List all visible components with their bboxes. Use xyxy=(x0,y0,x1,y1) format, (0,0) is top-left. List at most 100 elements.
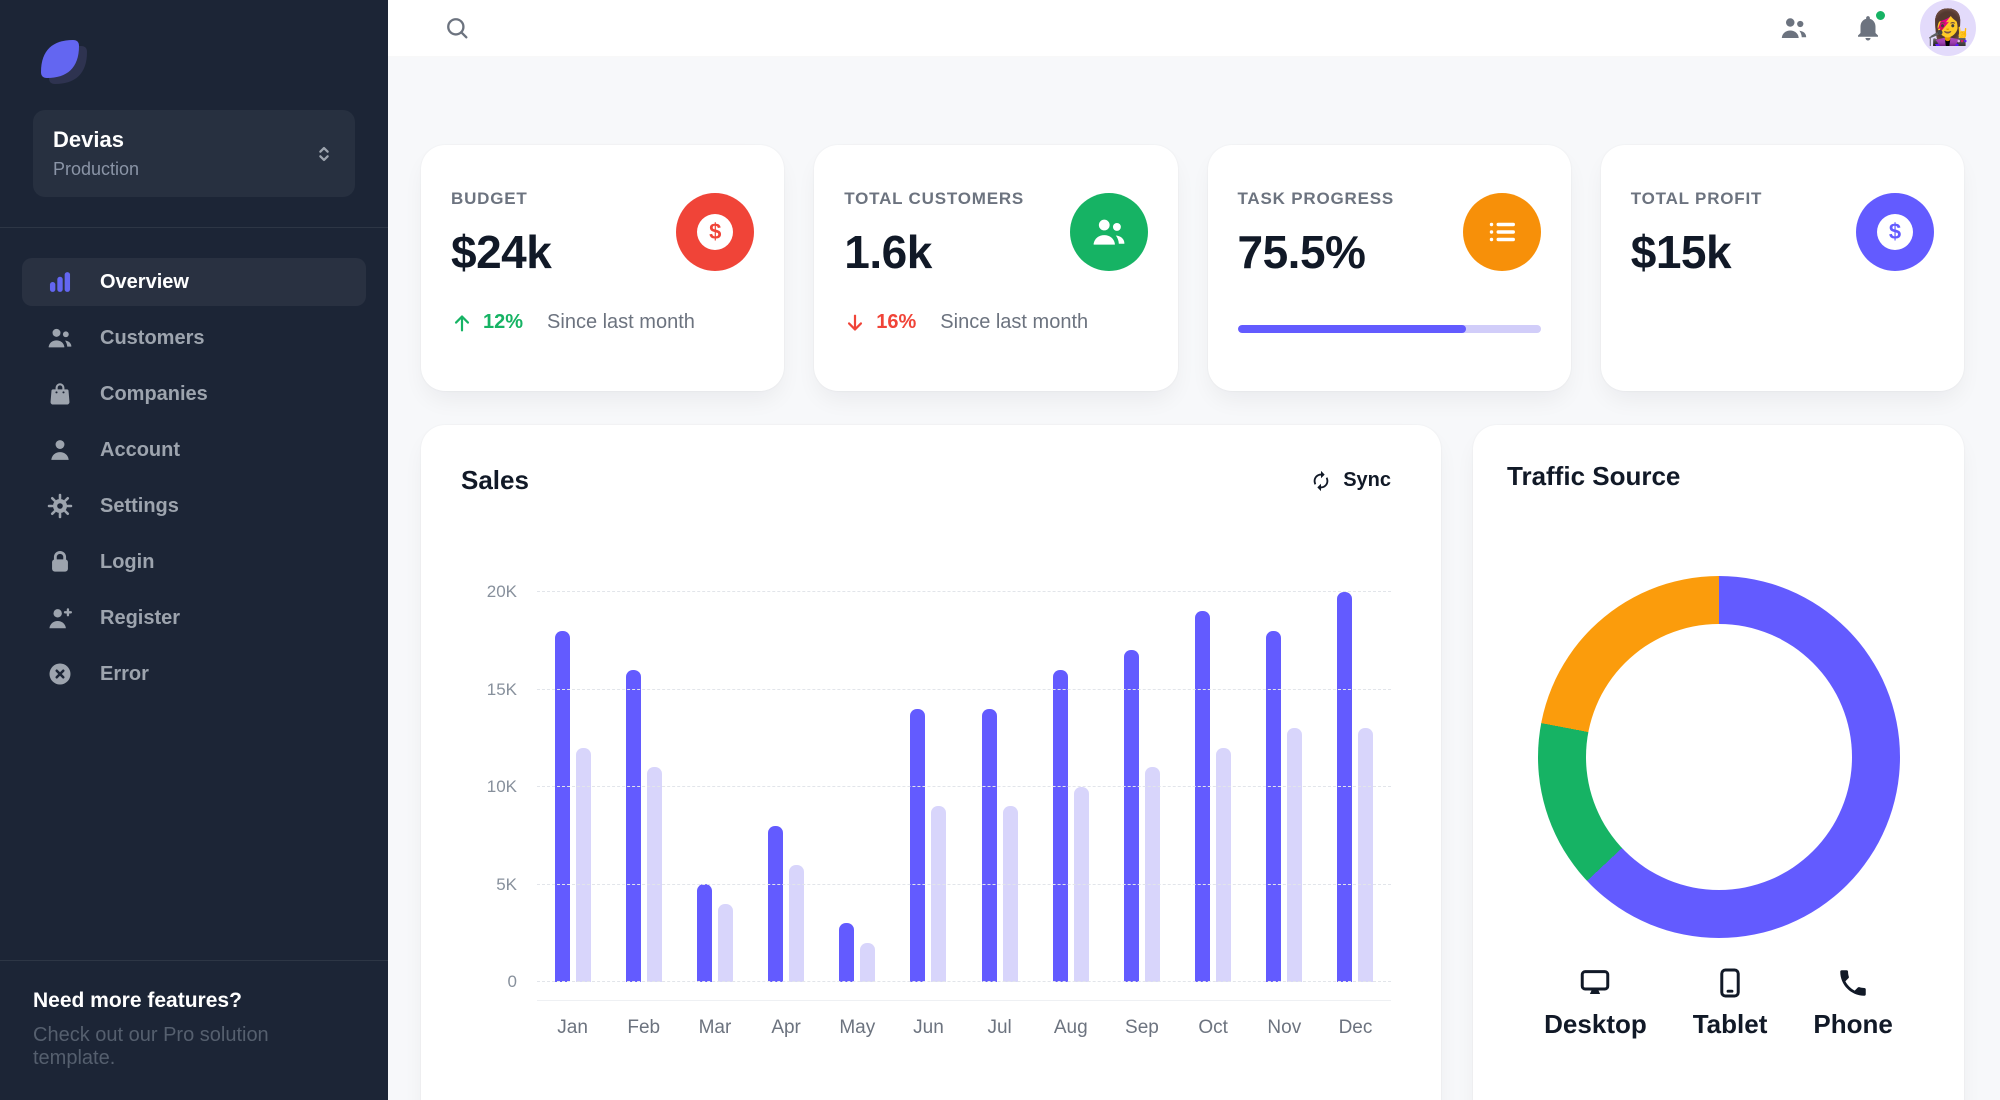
legend-item-tablet: Tablet xyxy=(1693,966,1767,1040)
devias-logo xyxy=(33,34,95,96)
sync-button[interactable]: Sync xyxy=(1300,461,1401,500)
month-label: Jul xyxy=(987,1017,1012,1038)
gridline xyxy=(537,883,1391,885)
sales-bar xyxy=(1144,767,1160,982)
sales-bar xyxy=(717,904,733,982)
month-label: Dec xyxy=(1338,1017,1373,1038)
dollar-icon: $ xyxy=(676,193,755,271)
month-label: Jun xyxy=(913,1017,944,1038)
month-label: Mar xyxy=(698,1017,732,1038)
contacts-button[interactable] xyxy=(1772,6,1816,50)
lock-icon xyxy=(52,551,68,572)
month-label: Sep xyxy=(1125,1017,1159,1038)
device-label: Phone xyxy=(1813,1009,1893,1039)
traffic-source-card: Traffic Source Desktop xyxy=(1473,425,1964,1100)
sidebar-footer: Need more features? Check out our Pro so… xyxy=(0,960,388,1100)
sidebar-item-label: Register xyxy=(100,606,181,629)
sales-bar-chart: 0 5K 10K 15K 20K Jan Feb Mar Apr May Jun Jul Aug Sep… xyxy=(487,582,1391,1039)
sales-bar xyxy=(789,865,805,982)
stat-value: 75.5% xyxy=(1237,226,1366,278)
arrow-up-icon xyxy=(454,314,470,331)
notification-dot xyxy=(1874,9,1887,22)
month-label: Jan xyxy=(557,1017,588,1038)
notifications-button[interactable] xyxy=(1846,6,1890,50)
bar-group xyxy=(1249,592,1320,982)
sales-bar xyxy=(768,826,784,982)
sales-bar xyxy=(554,631,570,982)
bar-group xyxy=(1035,592,1106,982)
sync-icon xyxy=(1313,470,1329,491)
sales-bar xyxy=(646,767,662,982)
charts-row: Sales Sync 0 5K 10K 15K 20K Jan Feb Mar Apr May xyxy=(421,425,1964,1100)
y-axis-tick: 5K xyxy=(496,874,517,894)
sales-bar xyxy=(1266,631,1282,982)
topbar: 👩‍🎤 xyxy=(388,0,2000,57)
sidebar-item-label: Account xyxy=(100,438,180,461)
sidebar-item-error[interactable]: Error xyxy=(22,650,366,698)
sales-bar xyxy=(1052,670,1068,982)
sidebar-item-login[interactable]: Login xyxy=(22,538,366,586)
unfold-more-icon xyxy=(319,146,329,161)
chart-bar-icon xyxy=(49,272,71,292)
users-icon xyxy=(48,328,72,348)
sidebar-item-customers[interactable]: Customers xyxy=(22,314,366,362)
sales-bar xyxy=(860,943,876,982)
main-area: BUDGET $24k $ 12% Since last month TOTAL xyxy=(388,57,2000,1100)
task-progress-card: TASK PROGRESS 75.5% xyxy=(1207,145,1571,391)
footer-subtitle: Check out our Pro solution template. xyxy=(33,1024,269,1069)
sidebar-divider xyxy=(0,227,388,228)
trend-caption: Since last month xyxy=(940,311,1089,333)
bar-group xyxy=(679,592,750,982)
tablet-icon xyxy=(1720,968,1740,998)
sales-bar xyxy=(1123,650,1139,982)
sales-bar xyxy=(1358,728,1374,982)
bar-group xyxy=(537,592,608,982)
y-axis-tick: 20K xyxy=(486,582,517,601)
sales-bar xyxy=(1337,592,1353,982)
y-axis-tick: 10K xyxy=(486,777,517,796)
stat-value: $24k xyxy=(451,226,552,278)
sidebar-item-overview[interactable]: Overview xyxy=(22,258,366,306)
search-button[interactable] xyxy=(435,6,479,50)
sidebar-item-label: Settings xyxy=(100,494,179,517)
trend-value: 16% xyxy=(876,311,917,333)
sidebar-item-label: Login xyxy=(100,550,155,573)
sidebar-item-register[interactable]: Register xyxy=(22,594,366,642)
workspace-name: Devias xyxy=(53,127,124,152)
sales-bar xyxy=(1195,611,1211,982)
gridline xyxy=(537,591,1391,592)
month-label: Nov xyxy=(1267,1017,1302,1038)
gridline xyxy=(537,981,1391,982)
sales-card: Sales Sync 0 5K 10K 15K 20K Jan Feb Mar Apr May xyxy=(421,425,1441,1100)
contacts-icon xyxy=(1781,18,1807,38)
stat-value: 1.6k xyxy=(844,226,932,278)
bar-group xyxy=(822,592,893,982)
sidebar-item-label: Overview xyxy=(100,270,189,293)
sales-bar xyxy=(575,748,591,982)
user-plus-icon xyxy=(49,608,73,629)
gear-icon xyxy=(47,493,73,519)
bar-group xyxy=(751,592,822,982)
task-progress-bar xyxy=(1237,325,1541,333)
sidebar-item-companies[interactable]: Companies xyxy=(22,370,366,418)
sales-bar xyxy=(1216,748,1232,982)
sidebar-item-settings[interactable]: Settings xyxy=(22,482,366,530)
sidebar-item-account[interactable]: Account xyxy=(22,426,366,474)
stat-label: TOTAL PROFIT xyxy=(1630,189,1763,208)
sidebar: Devias Production Overview Customers xyxy=(0,0,388,1100)
workspace-selector[interactable]: Devias Production xyxy=(33,110,355,197)
stat-label: TASK PROGRESS xyxy=(1237,189,1394,208)
task-progress-fill xyxy=(1237,325,1467,333)
sales-bar xyxy=(931,806,947,982)
total-profit-card: TOTAL PROFIT $15k $ xyxy=(1600,145,1964,391)
month-label: Feb xyxy=(627,1017,661,1038)
month-label: May xyxy=(839,1017,876,1038)
avatar[interactable]: 👩‍🎤 xyxy=(1920,0,1976,56)
bar-group xyxy=(608,592,679,982)
x-axis-labels: Jan Feb Mar Apr May Jun Jul Aug Sep Oct Nov Dec xyxy=(537,1000,1391,1039)
stat-value: $15k xyxy=(1630,226,1732,278)
traffic-donut-chart xyxy=(1537,576,1900,938)
arrow-down-icon xyxy=(848,314,863,331)
sales-bar xyxy=(839,923,855,982)
